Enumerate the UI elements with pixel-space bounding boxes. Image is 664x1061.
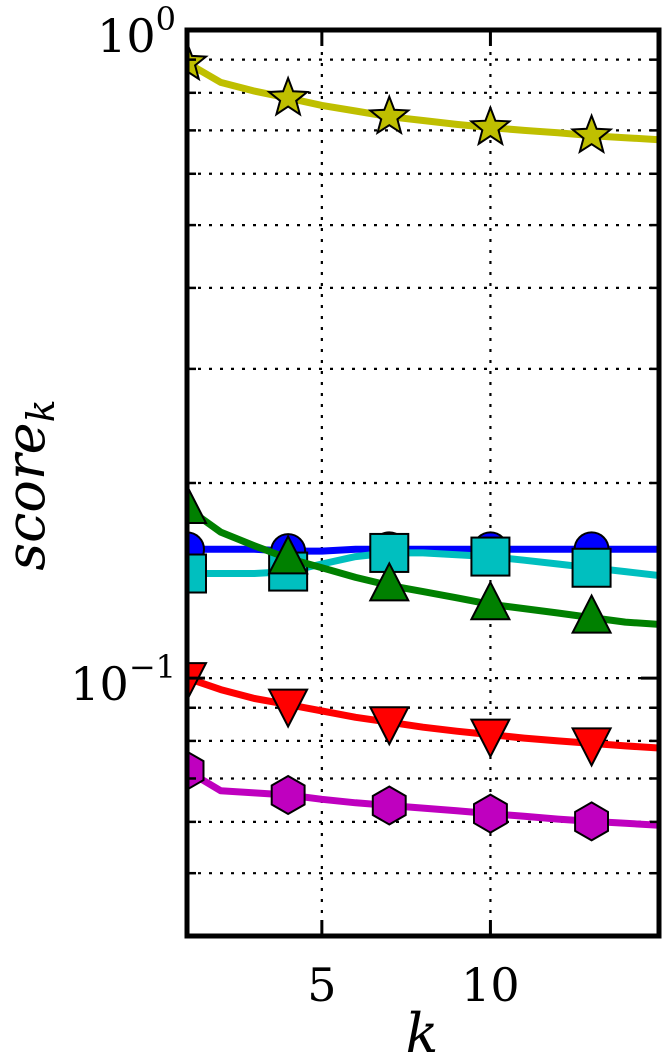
x-axis-label: k <box>406 1002 439 1061</box>
square-marker <box>571 547 612 588</box>
triangle-down-marker <box>187 662 208 703</box>
triangle-down-marker <box>469 718 512 759</box>
series-layer <box>187 39 659 842</box>
x-tick-label: 5 <box>307 958 336 1012</box>
hexagon-marker <box>187 750 205 791</box>
star-marker <box>266 75 310 117</box>
star-marker <box>569 112 614 155</box>
series-hexagon <box>187 750 659 842</box>
grid-layer <box>187 28 659 936</box>
x-tick-label: 10 <box>461 958 520 1012</box>
square-marker <box>187 553 207 594</box>
series-triangle-down <box>187 662 659 768</box>
x-tick-labels: 5 10 <box>307 958 519 1012</box>
y-tick-label: 10−1 <box>70 648 176 711</box>
triangle-up-marker <box>187 483 208 524</box>
hexagon-marker <box>574 801 609 842</box>
y-tick-labels: 100 10−1 <box>70 0 176 711</box>
star-marker <box>367 93 411 136</box>
y-axis-label: scorek <box>0 399 63 570</box>
triangle-up-marker <box>368 561 410 602</box>
triangle-up-marker <box>570 593 613 634</box>
star-marker <box>187 39 209 82</box>
svg-text:scorek: scorek <box>0 399 63 570</box>
y-tick-label: 100 <box>97 0 176 63</box>
triangle-up-marker <box>469 580 512 621</box>
y-axis-label-subscript: k <box>19 399 63 422</box>
square-marker <box>470 536 511 577</box>
hexagon-marker <box>371 785 407 826</box>
series-square <box>187 532 659 594</box>
ticks-layer <box>187 28 659 936</box>
triangle-down-marker <box>267 688 309 729</box>
hexagon-marker <box>473 793 508 834</box>
plot-frame <box>184 27 662 939</box>
series-triangle-up <box>187 483 659 634</box>
series-star <box>187 39 659 155</box>
y-axis-label-base: score <box>0 422 57 570</box>
triangle-down-marker <box>368 706 410 747</box>
star-marker <box>468 104 513 147</box>
triangle-up-marker <box>267 534 309 575</box>
hexagon-marker <box>270 774 306 816</box>
triangle-down-marker <box>570 727 613 768</box>
